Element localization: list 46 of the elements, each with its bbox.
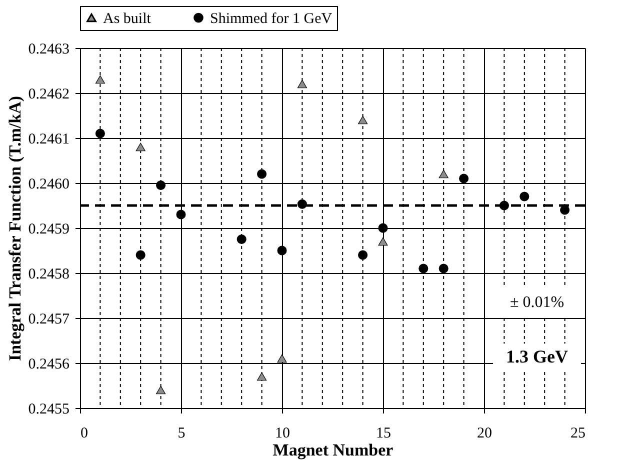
point xyxy=(358,250,368,260)
point xyxy=(136,142,146,152)
x-tick-label: 5 xyxy=(178,426,186,442)
y-tick-label: 0.2457 xyxy=(28,312,70,328)
point xyxy=(257,169,267,179)
point xyxy=(297,199,307,209)
point xyxy=(520,192,530,202)
point xyxy=(257,372,267,381)
point xyxy=(378,237,388,246)
point xyxy=(156,180,166,190)
point xyxy=(297,80,307,88)
point xyxy=(236,234,246,244)
y-tick-label: 0.2458 xyxy=(28,266,70,282)
x-tick-label: 25 xyxy=(570,426,586,442)
point xyxy=(156,386,166,394)
point xyxy=(560,205,570,215)
annotation: 1.3 GeV xyxy=(506,346,568,367)
y-tick-label: 0.2455 xyxy=(28,402,70,418)
point xyxy=(176,210,186,220)
point xyxy=(378,223,388,233)
point xyxy=(95,75,105,84)
y-tick-label: 0.2462 xyxy=(28,86,70,102)
y-axis-title: Integral Transfer Function (T.m/kA) xyxy=(5,96,24,362)
x-tick-label: 0 xyxy=(80,426,88,442)
point xyxy=(277,246,287,256)
point xyxy=(438,170,448,178)
x-axis-title: Magnet Number xyxy=(272,440,394,460)
legend-label: Shimmed for 1 GeV xyxy=(210,10,332,27)
point xyxy=(418,264,428,274)
point xyxy=(358,116,368,124)
y-tick-label: 0.2459 xyxy=(28,222,70,238)
annotation: ± 0.01% xyxy=(510,294,564,311)
point xyxy=(277,354,287,363)
point xyxy=(459,174,469,184)
y-tick-label: 0.2456 xyxy=(28,356,70,372)
y-tick-label: 0.2463 xyxy=(28,42,70,58)
y-tick-label: 0.2460 xyxy=(28,176,70,192)
point xyxy=(136,250,146,260)
legend-label: As built xyxy=(103,10,152,27)
x-tick-label: 15 xyxy=(376,426,391,442)
x-tick-label: 20 xyxy=(477,426,492,442)
point xyxy=(499,200,509,210)
y-tick-label: 0.2461 xyxy=(28,132,70,148)
point xyxy=(95,128,105,138)
point xyxy=(438,264,448,274)
x-tick-label: 10 xyxy=(275,426,290,442)
